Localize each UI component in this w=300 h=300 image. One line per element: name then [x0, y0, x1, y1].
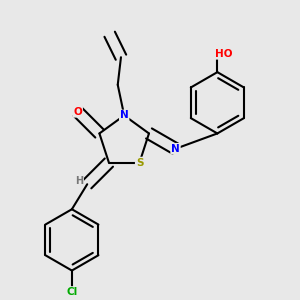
Text: S: S — [136, 158, 143, 168]
Text: O: O — [74, 107, 82, 117]
Text: Cl: Cl — [66, 287, 77, 297]
Text: H: H — [75, 176, 83, 186]
Text: HO: HO — [215, 49, 232, 59]
Text: N: N — [120, 110, 129, 120]
Text: N: N — [171, 144, 180, 154]
